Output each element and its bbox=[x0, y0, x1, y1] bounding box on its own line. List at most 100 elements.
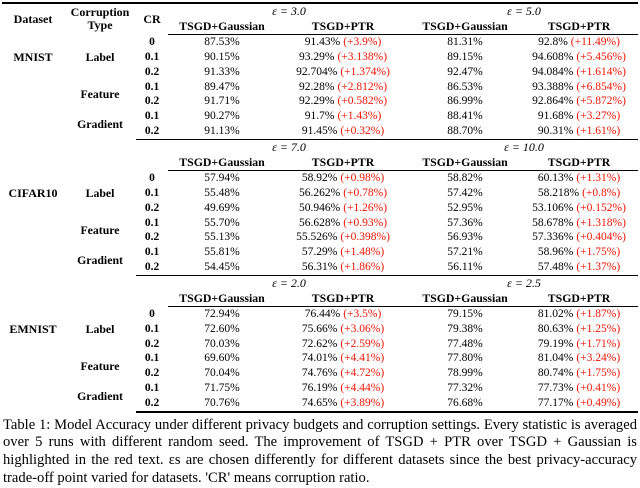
epsilon-header: ε = 10.0 bbox=[504, 139, 544, 154]
ptr-value: 76.44% (+3.5%) bbox=[276, 307, 410, 322]
method-header-gaussian: TSGD+Gaussian bbox=[410, 18, 521, 36]
gaussian-value: 89.15% bbox=[447, 51, 483, 64]
ptr-accuracy: 81.02% bbox=[537, 308, 574, 321]
results-table: Dataset Corruption Type CR ε = 3.0 ε = 5… bbox=[2, 2, 639, 413]
ptr-accuracy: 57.336% bbox=[532, 231, 574, 244]
ptr-accuracy: 57.48% bbox=[537, 260, 574, 273]
ptr-value: 93.29% (+3.138%) bbox=[276, 50, 410, 65]
gaussian-value: 86.99% bbox=[447, 95, 483, 108]
gaussian-value: 92.47% bbox=[447, 65, 483, 78]
ptr-accuracy: 56.262% bbox=[298, 186, 341, 199]
epsilon-header: ε = 2.0 bbox=[272, 275, 306, 290]
gaussian-value: 70.04% bbox=[204, 367, 240, 380]
corruption-type-cell: Feature bbox=[80, 87, 120, 102]
column-header-dataset: Dataset bbox=[2, 2, 64, 35]
cr-cell: 0.1 bbox=[144, 110, 160, 123]
ptr-accuracy: 58.92% bbox=[301, 172, 338, 185]
block-emnist: ε = 2.0 ε = 2.5 TSGD+Gaussian TSGD+PTR T… bbox=[2, 275, 639, 413]
ptr-value: 58.96% (+1.75%) bbox=[520, 245, 638, 260]
ptr-value: 58.92% (+0.98%) bbox=[276, 171, 410, 186]
ptr-delta: (+1.43%) bbox=[337, 110, 382, 123]
method-header-ptr: TSGD+PTR bbox=[276, 290, 411, 308]
epsilon-header: ε = 3.0 bbox=[168, 2, 411, 19]
ptr-accuracy: 75.66% bbox=[301, 322, 338, 335]
block-mnist: Dataset Corruption Type CR ε = 3.0 ε = 5… bbox=[2, 2, 639, 140]
ptr-value: 93.388% (+6.854%) bbox=[520, 80, 638, 95]
ptr-delta: (+0.582%) bbox=[337, 95, 388, 108]
ptr-delta: (+3.9%) bbox=[343, 36, 382, 49]
gaussian-value: 57.94% bbox=[204, 172, 240, 185]
ptr-accuracy: 91.45% bbox=[301, 125, 338, 138]
ptr-accuracy: 72.62% bbox=[301, 337, 338, 350]
ptr-accuracy: 77.17% bbox=[537, 396, 574, 409]
ptr-delta: (+1.614%) bbox=[576, 65, 626, 78]
ptr-value: 56.628% (+0.93%) bbox=[276, 216, 410, 231]
ptr-accuracy: 80.74% bbox=[537, 367, 574, 380]
corruption-type-cell: Label bbox=[85, 321, 115, 336]
ptr-value: 57.29% (+1.48%) bbox=[276, 245, 410, 260]
cr-cell: 0 bbox=[149, 307, 155, 320]
ptr-accuracy: 55.526% bbox=[296, 231, 338, 244]
ptr-delta: (+1.87%) bbox=[576, 308, 621, 321]
ptr-delta: (+4.41%) bbox=[340, 352, 385, 365]
ptr-accuracy: 80.63% bbox=[537, 322, 574, 335]
ptr-value: 74.76% (+4.72%) bbox=[276, 366, 410, 381]
method-header-ptr: TSGD+PTR bbox=[276, 18, 411, 36]
cr-cell: 0 bbox=[149, 171, 155, 184]
dataset-cell: MNIST bbox=[13, 49, 53, 64]
ptr-delta: (+0.8%) bbox=[582, 186, 621, 199]
dataset-cell: EMNIST bbox=[9, 321, 57, 336]
ptr-accuracy: 56.31% bbox=[301, 260, 338, 273]
cr-cell: 0.2 bbox=[144, 201, 160, 214]
ptr-delta: (+1.37%) bbox=[576, 260, 621, 273]
corruption-type-cell: Gradient bbox=[77, 116, 123, 131]
corruption-type-cell: Feature bbox=[80, 222, 120, 237]
method-header-gaussian: TSGD+Gaussian bbox=[410, 290, 521, 308]
gaussian-value: 78.99% bbox=[447, 367, 483, 380]
gaussian-value: 79.38% bbox=[447, 322, 483, 335]
ptr-delta: (+1.75%) bbox=[576, 367, 621, 380]
gaussian-value: 70.76% bbox=[168, 395, 276, 413]
ptr-delta: (+1.71%) bbox=[576, 337, 621, 350]
ptr-accuracy: 77.73% bbox=[537, 382, 574, 395]
ptr-value: 74.65% (+3.89%) bbox=[276, 395, 411, 413]
ptr-value: 77.17% (+0.49%) bbox=[520, 395, 639, 413]
gaussian-value: 86.53% bbox=[447, 80, 483, 93]
ptr-delta: (+6.854%) bbox=[576, 80, 626, 93]
cr-cell: 0.2 bbox=[136, 395, 168, 413]
ptr-delta: (+0.93%) bbox=[343, 216, 388, 229]
ptr-delta: (+0.404%) bbox=[576, 231, 626, 244]
corruption-type-cell: Gradient bbox=[77, 252, 123, 267]
method-header-ptr: TSGD+PTR bbox=[276, 154, 411, 172]
ptr-delta: (+3.5%) bbox=[343, 308, 382, 321]
ptr-accuracy: 92.8% bbox=[538, 36, 568, 49]
ptr-value: 74.01% (+4.41%) bbox=[276, 351, 410, 366]
empty-corner bbox=[2, 139, 168, 170]
method-header-gaussian: TSGD+Gaussian bbox=[168, 154, 276, 172]
ptr-value: 60.13% (+1.31%) bbox=[520, 171, 638, 186]
gaussian-value: 56.11% bbox=[410, 259, 521, 276]
ptr-accuracy: 74.76% bbox=[301, 367, 338, 380]
block-cifar10: ε = 7.0 ε = 10.0 TSGD+Gaussian TSGD+PTR … bbox=[2, 139, 639, 276]
corruption-type-cell: Label bbox=[85, 49, 115, 64]
ptr-delta: (+3.89%) bbox=[340, 396, 385, 409]
gaussian-value: 54.45% bbox=[168, 259, 276, 276]
ptr-value: 75.66% (+3.06%) bbox=[276, 322, 410, 337]
ptr-value: 91.68% (+3.27%) bbox=[520, 109, 638, 124]
ptr-value: 90.31% (+1.61%) bbox=[520, 124, 639, 140]
ptr-accuracy: 57.29% bbox=[301, 246, 338, 259]
ptr-accuracy: 94.084% bbox=[532, 65, 574, 78]
cr-cell: 0.1 bbox=[144, 80, 160, 93]
gaussian-value: 81.31% bbox=[447, 36, 483, 49]
ptr-accuracy: 91.43% bbox=[304, 36, 341, 49]
ptr-delta: (+1.318%) bbox=[576, 216, 626, 229]
dataset-cell: CIFAR10 bbox=[8, 185, 58, 200]
ptr-delta: (+1.86%) bbox=[340, 260, 385, 273]
cr-cell: 0.1 bbox=[144, 382, 160, 395]
cr-cell: 0.2 bbox=[144, 337, 160, 350]
ptr-value: 91.43% (+3.9%) bbox=[276, 35, 410, 50]
ptr-accuracy: 56.628% bbox=[298, 216, 341, 229]
gaussian-value: 89.47% bbox=[204, 80, 240, 93]
ptr-accuracy: 58.218% bbox=[537, 186, 580, 199]
cr-cell: 0.2 bbox=[144, 95, 160, 108]
